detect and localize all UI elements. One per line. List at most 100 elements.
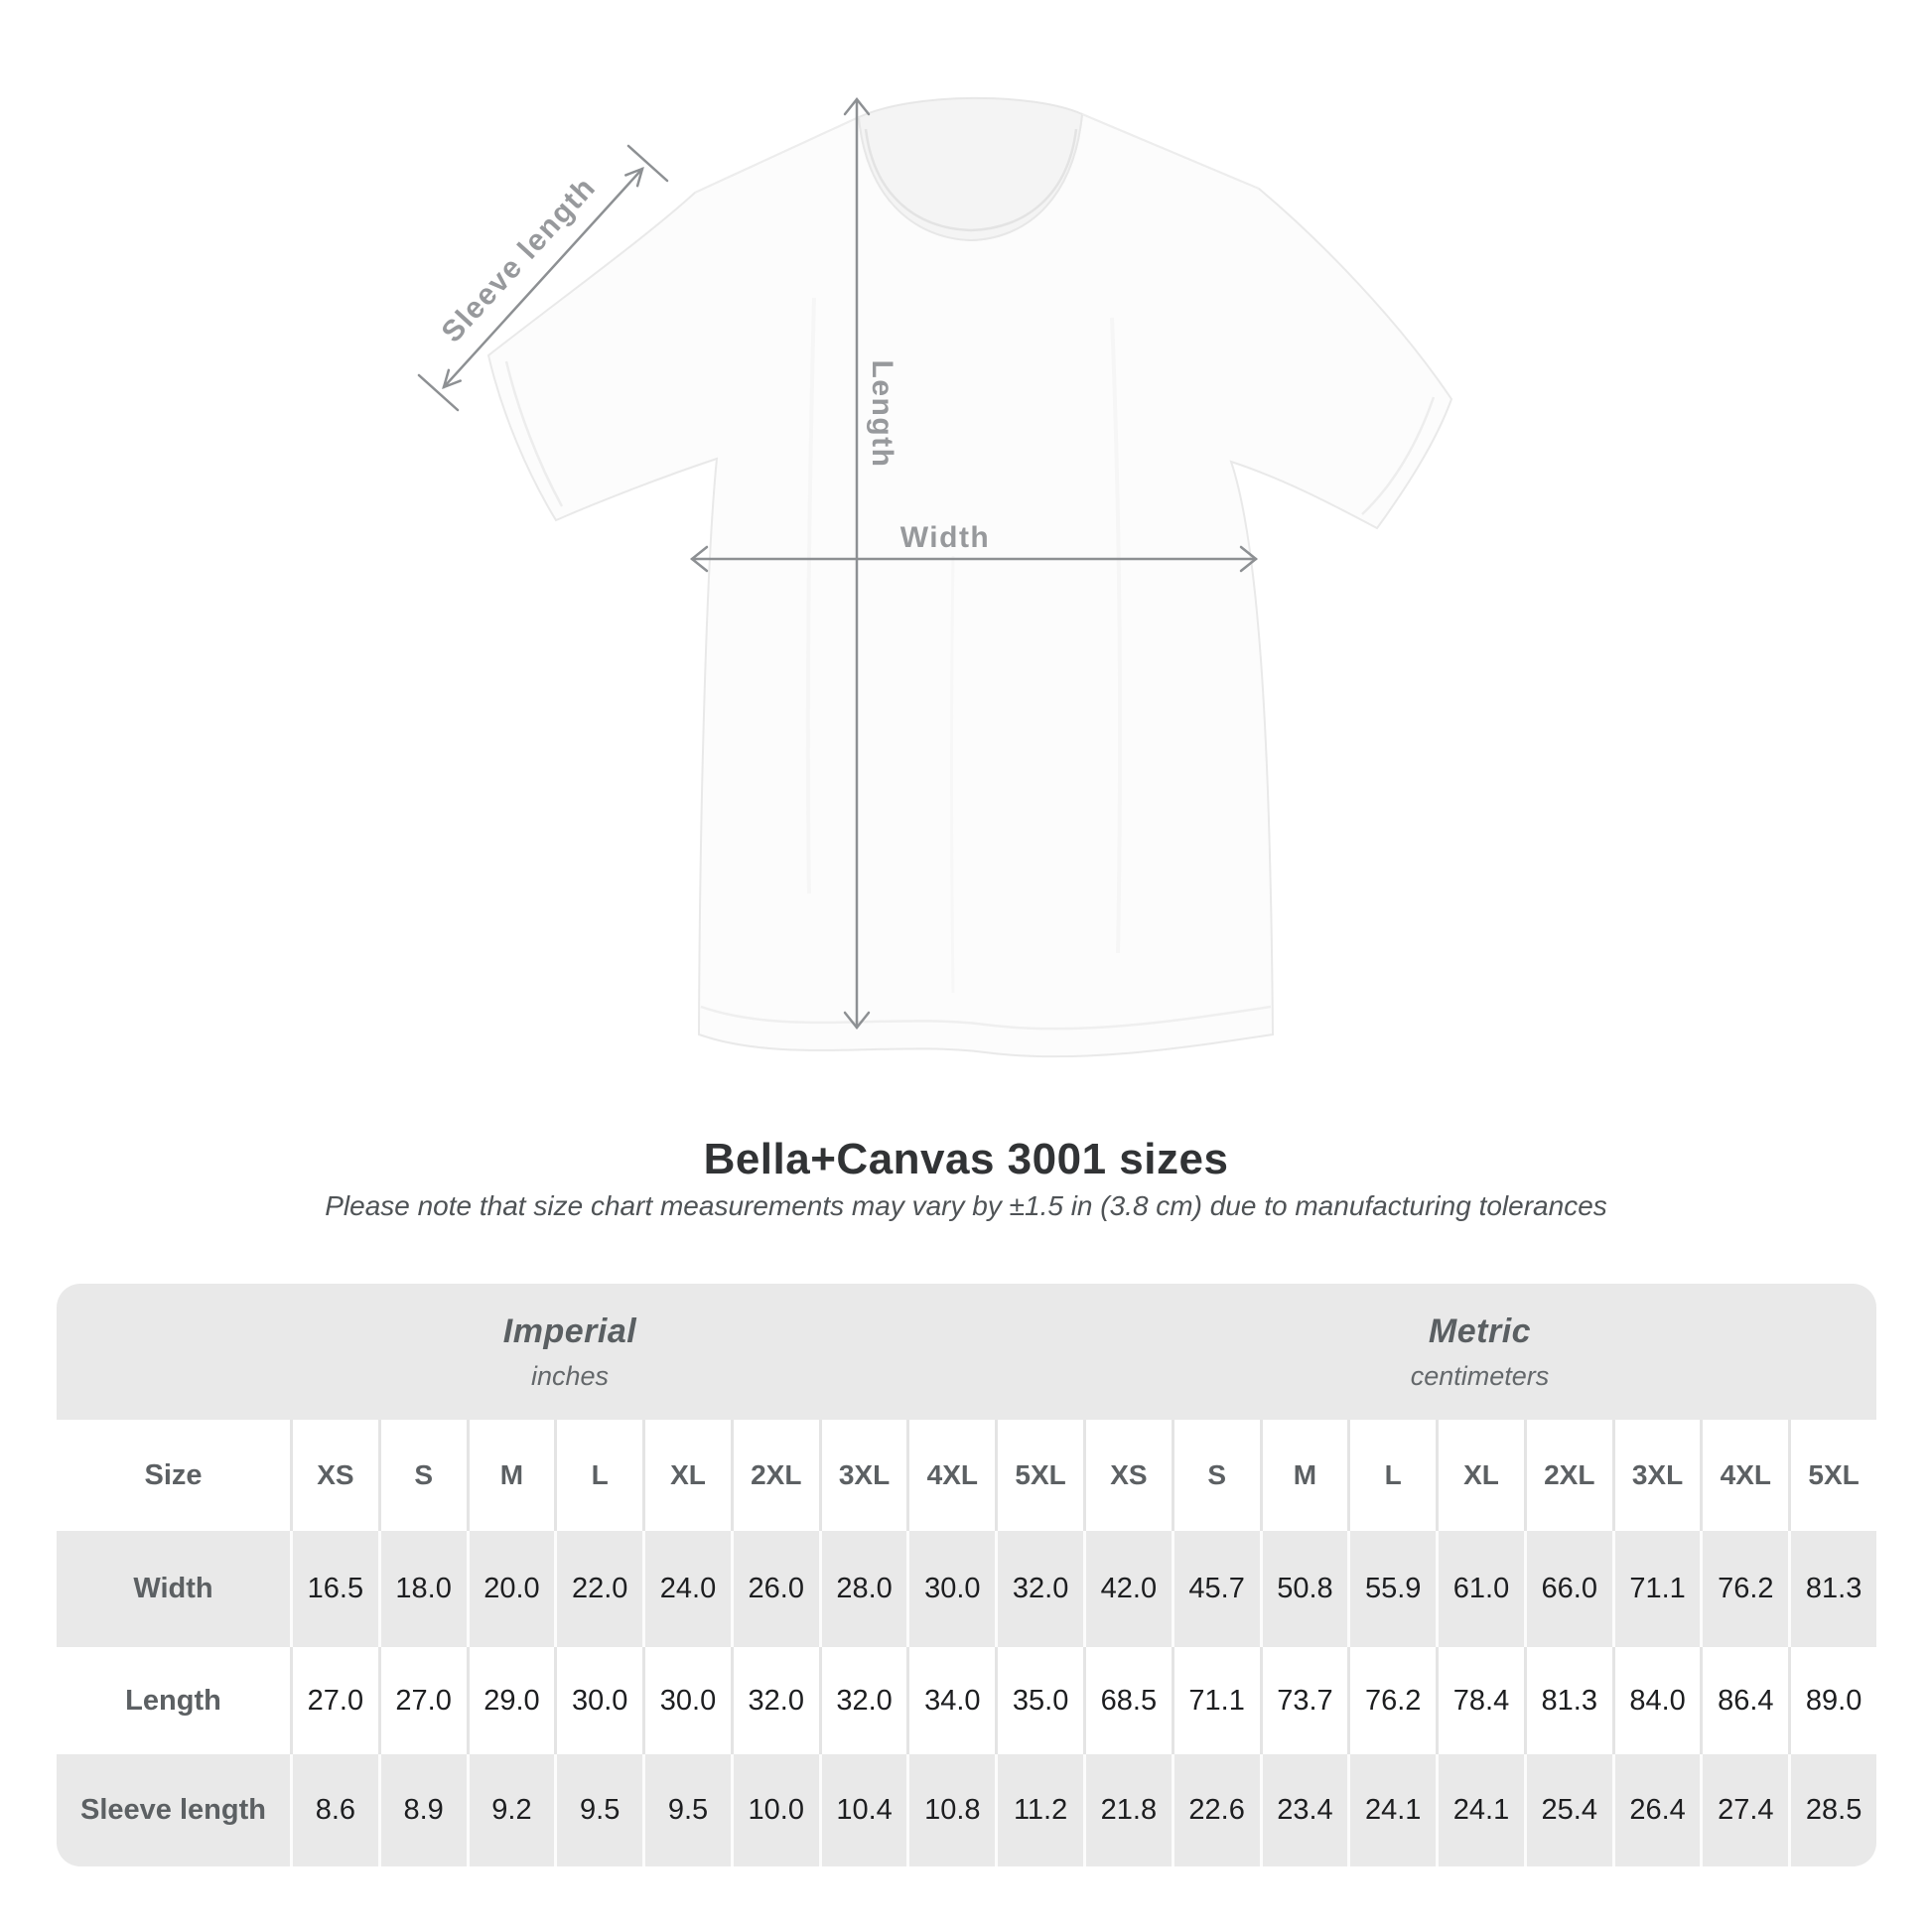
- size-header-5xl: 5XL: [995, 1420, 1083, 1531]
- length-label: Length: [866, 359, 898, 469]
- tshirt-graphic: [486, 96, 1453, 1058]
- measurement-value: 78.4: [1436, 1647, 1524, 1754]
- metric-unit-header: Metric centimeters: [1083, 1284, 1876, 1420]
- measurement-value: 71.1: [1611, 1531, 1701, 1647]
- collar: [857, 96, 1084, 242]
- length-measurement-row: Length 27.0 27.0 29.0 30.0 30.0 32.0 32.0 34.0 35…: [57, 1647, 1876, 1754]
- page-title: Bella+Canvas 3001 sizes: [703, 1135, 1229, 1183]
- measurement-value: 16.5: [290, 1531, 378, 1647]
- size-header-3xl: 3XL: [1611, 1420, 1701, 1531]
- size-header-xs: XS: [1083, 1420, 1172, 1531]
- sleeve-length-measurement-row: Sleeve length 8.6 8.9 9.2 9.5 9.5 10.0 10.4 10.8…: [57, 1754, 1876, 1866]
- measurement-value: 34.0: [906, 1647, 995, 1754]
- measurement-value: 10.0: [730, 1754, 819, 1866]
- measurement-value: 42.0: [1083, 1531, 1172, 1647]
- size-header-m: M: [1259, 1420, 1348, 1531]
- size-header-row: Size XS S M L XL 2XL 3XL 4XL 5XL XS S M L XL 2XL 3XL 4XL…: [57, 1420, 1876, 1531]
- size-table: Imperial inches Metric centimeters Size …: [57, 1284, 1876, 1866]
- measurement-value: 73.7: [1259, 1647, 1348, 1754]
- measurement-value: 55.9: [1347, 1531, 1436, 1647]
- measurement-value: 50.8: [1259, 1531, 1348, 1647]
- unit-header-row: Imperial inches Metric centimeters: [57, 1284, 1876, 1420]
- measurement-value: 9.5: [554, 1754, 642, 1866]
- measurement-value: 23.4: [1259, 1754, 1348, 1866]
- measurement-value: 71.1: [1171, 1647, 1260, 1754]
- measurement-value: 66.0: [1523, 1531, 1612, 1647]
- tshirt-diagram: [417, 96, 1453, 1058]
- measurement-value: 28.0: [818, 1531, 907, 1647]
- measurement-value: 32.0: [730, 1647, 819, 1754]
- width-measurement-row: Width 16.5 18.0 20.0 22.0 24.0 26.0 28.0 30.0 32.…: [57, 1531, 1876, 1647]
- size-header-xl: XL: [1436, 1420, 1524, 1531]
- measurement-value: 20.0: [466, 1531, 555, 1647]
- measurement-value: 11.2: [995, 1754, 1083, 1866]
- measurement-value: 68.5: [1083, 1647, 1172, 1754]
- row-label: Width: [133, 1573, 213, 1604]
- size-header-4xl: 4XL: [1700, 1420, 1788, 1531]
- measurement-value: 81.3: [1523, 1647, 1612, 1754]
- size-column-header: Size: [144, 1458, 203, 1491]
- measurement-value: 24.0: [642, 1531, 731, 1647]
- measurement-value: 24.1: [1436, 1754, 1524, 1866]
- row-label: Length: [125, 1684, 221, 1717]
- measurement-value: 45.7: [1171, 1531, 1260, 1647]
- measurement-value: 86.4: [1700, 1647, 1788, 1754]
- measurement-value: 81.3: [1788, 1531, 1876, 1647]
- measurement-value: 25.4: [1523, 1754, 1612, 1866]
- imperial-unit: inches: [530, 1360, 610, 1391]
- size-header-l: L: [1347, 1420, 1436, 1531]
- tolerance-note: Please note that size chart measurements…: [325, 1190, 1607, 1221]
- measurement-value: 89.0: [1788, 1647, 1876, 1754]
- size-header-s: S: [377, 1420, 467, 1531]
- size-header-xs: XS: [290, 1420, 378, 1531]
- measurement-value: 76.2: [1700, 1531, 1788, 1647]
- measurement-value: 30.0: [642, 1647, 731, 1754]
- sleeve-length-arrow: [417, 144, 669, 412]
- measurement-value: 76.2: [1347, 1647, 1436, 1754]
- size-header-3xl: 3XL: [818, 1420, 907, 1531]
- size-header-2xl: 2XL: [730, 1420, 819, 1531]
- measurement-value: 30.0: [906, 1531, 995, 1647]
- measurement-value: 29.0: [466, 1647, 555, 1754]
- length-arrow: [843, 96, 871, 1031]
- measurement-value: 8.9: [377, 1754, 467, 1866]
- metric-label: Metric: [1428, 1311, 1532, 1350]
- measurement-value: 26.4: [1611, 1754, 1701, 1866]
- measurement-value: 21.8: [1083, 1754, 1172, 1866]
- measurement-value: 32.0: [818, 1647, 907, 1754]
- measurement-value: 26.0: [730, 1531, 819, 1647]
- imperial-unit-header: Imperial inches: [57, 1284, 1083, 1420]
- measurement-value: 10.8: [906, 1754, 995, 1866]
- measurement-value: 24.1: [1347, 1754, 1436, 1866]
- measurement-value: 61.0: [1436, 1531, 1524, 1647]
- dimension-arrows: [417, 96, 1259, 1031]
- measurement-value: 27.0: [290, 1647, 378, 1754]
- size-header-2xl: 2XL: [1523, 1420, 1612, 1531]
- measurement-value: 9.2: [466, 1754, 555, 1866]
- metric-unit: centimeters: [1410, 1360, 1550, 1391]
- measurement-value: 27.4: [1700, 1754, 1788, 1866]
- size-header-s: S: [1171, 1420, 1260, 1531]
- size-header-m: M: [466, 1420, 555, 1531]
- width-arrow: [689, 545, 1259, 573]
- measurement-value: 28.5: [1788, 1754, 1876, 1866]
- width-label: Width: [899, 521, 991, 554]
- measurement-value: 32.0: [995, 1531, 1083, 1647]
- size-header-xl: XL: [642, 1420, 731, 1531]
- imperial-label: Imperial: [502, 1311, 637, 1350]
- measurement-value: 30.0: [554, 1647, 642, 1754]
- size-header-5xl: 5XL: [1788, 1420, 1876, 1531]
- measurement-value: 35.0: [995, 1647, 1083, 1754]
- measurement-value: 9.5: [642, 1754, 731, 1866]
- measurement-value: 22.0: [554, 1531, 642, 1647]
- measurement-value: 22.6: [1171, 1754, 1260, 1866]
- measurement-value: 84.0: [1611, 1647, 1701, 1754]
- row-label: Sleeve length: [80, 1794, 266, 1826]
- measurement-value: 8.6: [290, 1754, 378, 1866]
- measurement-value: 27.0: [377, 1647, 467, 1754]
- size-header-4xl: 4XL: [906, 1420, 995, 1531]
- measurement-value: 18.0: [377, 1531, 467, 1647]
- size-header-l: L: [554, 1420, 642, 1531]
- measurement-value: 10.4: [818, 1754, 907, 1866]
